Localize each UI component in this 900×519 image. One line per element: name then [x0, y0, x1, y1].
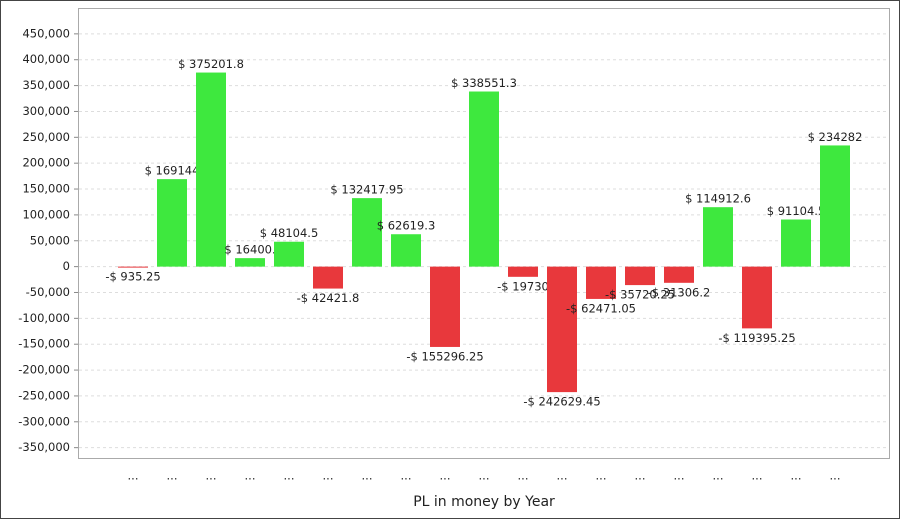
x-tick-label: ... — [323, 469, 334, 483]
x-tick-label: ... — [752, 469, 763, 483]
data-label: $ 132417.95 — [330, 183, 403, 197]
data-label: -$ 35720.25 — [605, 288, 675, 302]
bar — [508, 266, 538, 277]
bar — [742, 266, 772, 329]
y-tick-label: 100,000 — [22, 207, 70, 221]
data-label: $ 114912.6 — [685, 192, 751, 206]
data-label: -$ 242629.45 — [523, 395, 600, 409]
x-tick-label: ... — [635, 469, 646, 483]
y-tick-label: 200,000 — [22, 156, 70, 170]
x-tick-label: ... — [830, 469, 841, 483]
x-axis-title: PL in money by Year — [413, 494, 555, 510]
data-label: $ 48104.5 — [260, 226, 319, 240]
y-tick-label: 350,000 — [22, 78, 70, 92]
x-tick-label: ... — [128, 469, 139, 483]
bar — [430, 266, 460, 347]
bar — [196, 72, 226, 267]
y-tick-label: 450,000 — [22, 26, 70, 40]
bar — [313, 266, 343, 289]
data-label: -$ 155296.25 — [406, 349, 483, 363]
x-tick-label: ... — [362, 469, 373, 483]
bar — [235, 258, 265, 267]
bar — [625, 266, 655, 286]
x-tick-label: ... — [167, 469, 178, 483]
data-label: -$ 119395.25 — [718, 331, 795, 345]
data-label: -$ 31306.2 — [648, 285, 711, 299]
y-tick-label: -250,000 — [18, 388, 70, 402]
y-tick-label: 300,000 — [22, 104, 70, 118]
x-tick-label: ... — [284, 469, 295, 483]
bar — [703, 207, 733, 267]
bar — [469, 91, 499, 267]
bar — [274, 241, 304, 267]
x-tick-label: ... — [401, 469, 412, 483]
data-label: -$ 935.25 — [105, 270, 160, 284]
bar — [664, 266, 694, 283]
y-tick-label: -200,000 — [18, 363, 70, 377]
bar — [781, 219, 811, 267]
x-tick-label: ... — [479, 469, 490, 483]
y-tick-label: 400,000 — [22, 52, 70, 66]
bar — [352, 198, 382, 267]
data-label: $ 375201.8 — [178, 57, 244, 71]
x-tick-label: ... — [596, 469, 607, 483]
bar — [547, 266, 577, 393]
y-tick-label: -100,000 — [18, 311, 70, 325]
bar — [586, 266, 616, 299]
data-label: $ 338551.3 — [451, 76, 517, 90]
data-label: -$ 62471.05 — [566, 301, 636, 315]
x-tick-label: ... — [440, 469, 451, 483]
x-tick-label: ... — [245, 469, 256, 483]
y-tick-label: 150,000 — [22, 182, 70, 196]
x-tick-label: ... — [557, 469, 568, 483]
data-label: $ 91104.5 — [767, 204, 826, 218]
data-label: $ 234282 — [808, 130, 863, 144]
y-tick-label: 50,000 — [30, 233, 70, 247]
y-tick-label: -150,000 — [18, 337, 70, 351]
x-tick-label: ... — [674, 469, 685, 483]
data-label: -$ 19730 — [497, 279, 549, 293]
x-tick-label: ... — [518, 469, 529, 483]
data-label: $ 62619.3 — [377, 219, 436, 233]
bar — [820, 145, 850, 267]
x-tick-label: ... — [713, 469, 724, 483]
y-tick-label: -350,000 — [18, 440, 70, 454]
x-tick-label: ... — [206, 469, 217, 483]
y-tick-label: -50,000 — [26, 285, 70, 299]
data-label: $ 16400. — [224, 243, 275, 257]
bar — [157, 179, 187, 267]
x-tick-label: ... — [791, 469, 802, 483]
y-tick-label: 250,000 — [22, 130, 70, 144]
y-tick-label: 0 — [63, 259, 70, 273]
bar — [391, 234, 421, 267]
bar — [118, 266, 148, 268]
data-label: -$ 42421.8 — [297, 291, 360, 305]
data-label: $ 169144 — [145, 164, 200, 178]
y-tick-label: -300,000 — [18, 414, 70, 428]
